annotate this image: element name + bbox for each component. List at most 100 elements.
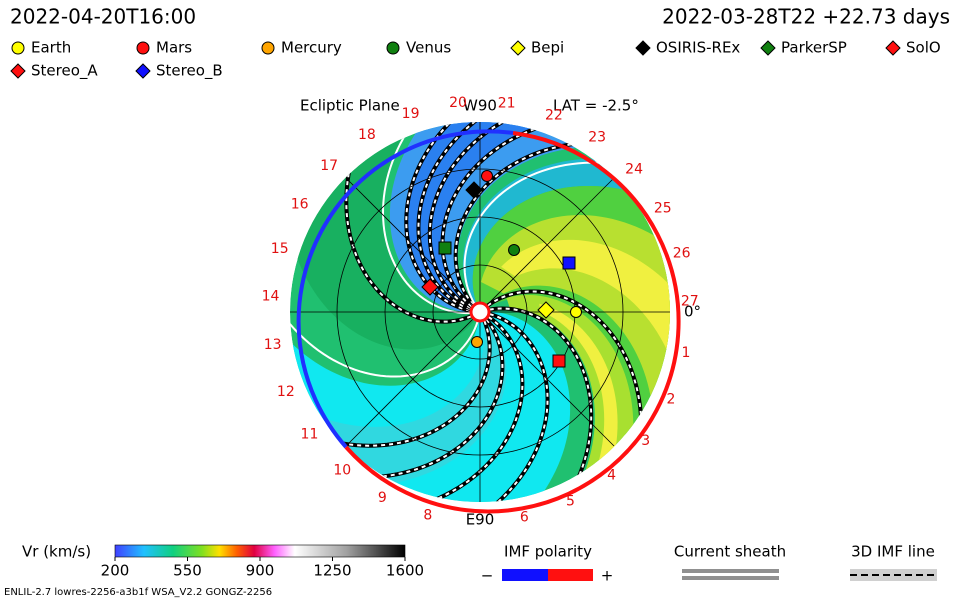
imf-line xyxy=(440,123,547,308)
imf-line xyxy=(426,315,525,502)
imf-plus: + xyxy=(601,567,614,585)
imf-negative xyxy=(502,569,548,581)
legend-marker xyxy=(135,63,151,79)
colorbar-label: Vr (km/s) xyxy=(22,543,91,561)
stereo-a xyxy=(552,354,566,368)
sheath-line xyxy=(682,576,779,580)
boundary-negative xyxy=(296,129,514,449)
wind-region xyxy=(306,312,507,485)
latitude-label: LAT = -2.5° xyxy=(553,97,639,115)
legend-label: SolO xyxy=(906,39,941,57)
imf-title: IMF polarity xyxy=(504,543,592,561)
legend-label: Mars xyxy=(156,39,192,57)
legend-marker xyxy=(136,41,150,55)
imf-line xyxy=(404,122,471,313)
legend-marker xyxy=(386,41,400,55)
sector-label: 4 xyxy=(607,468,616,484)
sheath-line xyxy=(682,569,779,573)
sector-label: 11 xyxy=(301,427,319,443)
bodies xyxy=(421,170,582,368)
sector-label: 6 xyxy=(520,509,529,525)
sector-label: 5 xyxy=(566,494,575,510)
imf-line xyxy=(489,306,594,487)
imf-line xyxy=(416,122,487,312)
legend-marker xyxy=(760,40,776,56)
imf-line xyxy=(453,141,584,307)
footer: ENLIL-2.7 lowres-2256-a3b1f WSA_V2.2 GON… xyxy=(4,587,272,598)
sector-label: 17 xyxy=(320,158,338,174)
wind-region xyxy=(462,158,643,312)
plane-label: Ecliptic Plane xyxy=(300,97,400,115)
legend-label: Mercury xyxy=(281,39,342,57)
sector-label: 2 xyxy=(666,391,675,407)
sector-label: 25 xyxy=(654,201,672,217)
current-sheath xyxy=(382,126,471,315)
parker-sp xyxy=(438,241,452,255)
sector-label: 16 xyxy=(291,196,309,212)
legend: Earth Mars Mercury Venus Bepi OSIRIS-REx Parke… xyxy=(10,39,941,81)
bepi xyxy=(537,301,555,319)
sector-label: 18 xyxy=(358,127,376,143)
stereo-b xyxy=(562,256,576,270)
imf-line xyxy=(486,289,644,427)
imf-line xyxy=(329,320,492,448)
legend-marker xyxy=(261,41,275,55)
imf-line-band xyxy=(850,569,937,581)
right-label: 0° xyxy=(684,303,701,321)
imf-line xyxy=(487,312,550,502)
legend-label: ParkerSP xyxy=(781,39,847,57)
sector-label: 14 xyxy=(262,289,280,305)
sim-time: 2022-04-20T16:00 xyxy=(10,5,196,29)
sector-label: 19 xyxy=(402,106,420,122)
sector-label: 1 xyxy=(681,345,690,361)
legend-label: Venus xyxy=(406,39,451,57)
current-sheath xyxy=(290,313,479,378)
mercury xyxy=(471,336,483,348)
sector-label: 9 xyxy=(378,490,387,506)
colorbar-tick-label: 900 xyxy=(246,562,275,580)
imf-positive xyxy=(548,569,593,581)
sector-label: 23 xyxy=(588,130,606,146)
legend-marker xyxy=(11,41,25,55)
sector-label: 24 xyxy=(625,161,643,177)
colorbar-tick-label: 550 xyxy=(173,562,202,580)
mars xyxy=(481,170,493,182)
ref-time: 2022-03-28T22 +22.73 days xyxy=(662,5,950,29)
current-sheath xyxy=(463,161,612,305)
legend-label: OSIRIS-REx xyxy=(656,39,740,57)
sun xyxy=(469,301,491,323)
colorbar-ticks: 200 550 900 1250 1600 xyxy=(101,557,424,580)
colorbar xyxy=(114,544,406,558)
legend-marker xyxy=(10,63,26,79)
sector-label: 13 xyxy=(264,337,282,353)
colorbar-tick-label: 200 xyxy=(101,562,130,580)
sector-label: 15 xyxy=(271,241,289,257)
legend-label: Earth xyxy=(31,39,71,57)
earth xyxy=(570,306,582,318)
legend-marker xyxy=(635,40,651,56)
sector-label: 12 xyxy=(277,384,295,400)
imf-line-title: 3D IMF line xyxy=(851,543,935,561)
legend-label: Stereo_B xyxy=(156,62,223,81)
imf-minus: − xyxy=(481,567,494,585)
sector-label: 26 xyxy=(673,245,691,261)
wind-region xyxy=(501,239,670,362)
colorbar-tick-label: 1250 xyxy=(313,562,351,580)
legend-label: Stereo_A xyxy=(31,62,98,81)
sector-label: 27 xyxy=(681,293,699,309)
boundary-positive xyxy=(344,131,681,514)
colorbar-tick-label: 1600 xyxy=(386,562,424,580)
sector-label: 10 xyxy=(333,462,351,478)
sector-label: 21 xyxy=(498,96,516,112)
imf-line xyxy=(344,161,472,324)
imf-line xyxy=(427,122,514,310)
legend-marker xyxy=(510,40,526,56)
imf-line xyxy=(370,318,505,480)
bottom-label: E90 xyxy=(466,511,495,529)
wind-region xyxy=(506,294,634,483)
sheath-title: Current sheath xyxy=(674,543,786,561)
